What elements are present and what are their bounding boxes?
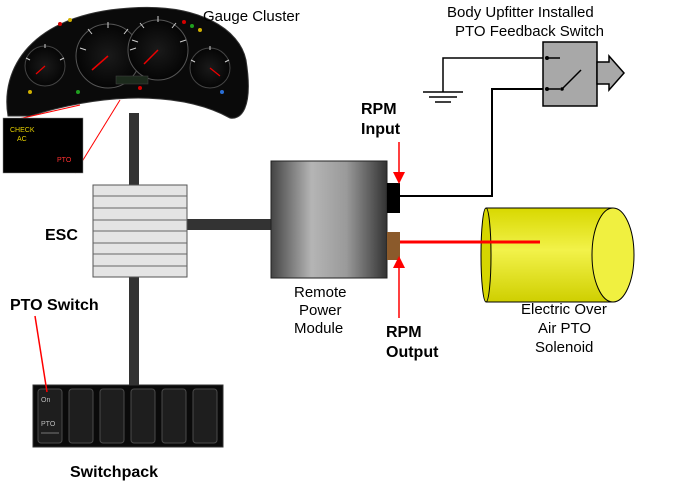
switch-on-label: On [41, 397, 50, 404]
pto-feedback-switch [542, 41, 626, 107]
body-upfitter-label-2: PTO Feedback Switch [455, 23, 604, 40]
switch-pto-label: PTO [41, 421, 56, 428]
remote-power-module-label-2: Power [299, 302, 342, 319]
switchpack: On PTO [32, 384, 224, 448]
feedback-switch-signal-wire [400, 88, 543, 197]
switch-contact [561, 69, 582, 90]
inset-pto-text: PTO [57, 157, 72, 164]
blank-switches [68, 388, 218, 444]
solenoid-label-1: Electric Over [521, 301, 607, 318]
solenoid-label-2: Air PTO [538, 320, 591, 337]
cluster-display [115, 75, 149, 85]
solenoid-label-3: Solenoid [535, 339, 593, 356]
remote-power-module [270, 160, 400, 279]
rpm-input-label-1: RPM [361, 101, 397, 118]
body-upfitter-label-1: Body Upfitter Installed [447, 4, 594, 21]
rpm-output-connector [387, 232, 400, 260]
remote-power-module-label-3: Module [294, 320, 343, 337]
cluster-warning-inset: CHECK AC PTO [2, 117, 84, 174]
air-pto-solenoid [480, 207, 635, 303]
bus-esc-to-switchpack [129, 276, 139, 386]
pto-rocker-switch[interactable]: On PTO [37, 388, 63, 444]
switch-output-arrow [596, 54, 626, 92]
bus-lines [129, 113, 271, 386]
esc-module [92, 184, 188, 278]
rpm-output-arrow [393, 256, 405, 318]
gauge-cluster-label: Gauge Cluster [203, 8, 300, 25]
inset-ac-text: AC [17, 136, 27, 143]
pto-switch-callout [34, 315, 48, 393]
bus-esc-to-rpm [187, 219, 271, 230]
inset-callout-line-left [13, 104, 81, 121]
feedback-switch-ground-wire [442, 57, 543, 92]
rpm-input-connector [387, 183, 400, 213]
bus-cluster-to-esc [129, 113, 139, 185]
gauge-cluster [6, 6, 249, 119]
rpm-output-label-2: Output [386, 344, 439, 361]
rpm-input-arrow [393, 142, 405, 184]
esc-label: ESC [45, 227, 78, 244]
remote-power-module-label-1: Remote [294, 284, 347, 301]
solenoid-end-cap [591, 207, 635, 303]
switchpack-label: Switchpack [70, 464, 158, 481]
rpm-input-label-2: Input [361, 121, 401, 138]
rpm-output-label-1: RPM [386, 324, 422, 341]
pto-switch-label: PTO Switch [10, 297, 99, 314]
ground-symbol [423, 91, 463, 103]
inset-check-text: CHECK [10, 127, 35, 134]
